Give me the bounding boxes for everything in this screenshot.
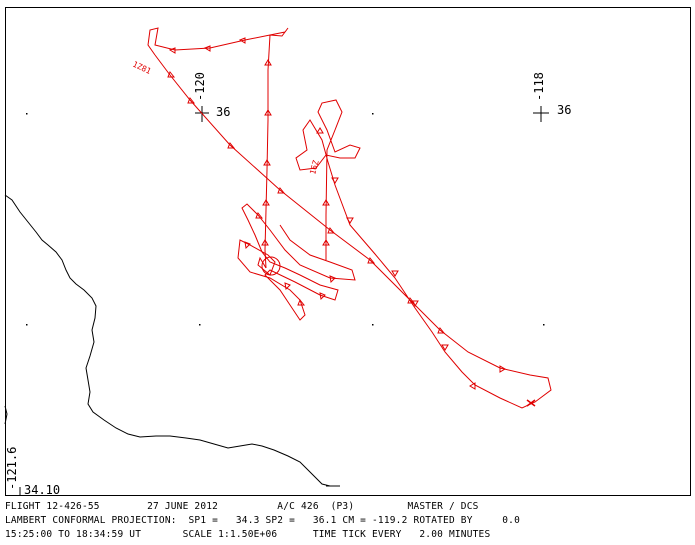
track-diagonal-leg: [154, 54, 552, 409]
flight-track: [147, 27, 552, 409]
lon-label-120: -120: [193, 72, 207, 101]
footer-time-info: 15:25:00 TO 18:34:59 UT SCALE 1:1.50E+06…: [5, 529, 491, 540]
grid-cross-118-36: [533, 106, 549, 122]
lon-label-118: -118: [532, 72, 546, 101]
track-end-marker: [526, 399, 536, 407]
track-lower-legs: [237, 203, 356, 321]
time-label-16z: 16Z: [308, 159, 320, 175]
track-16z-loops: [295, 99, 361, 260]
footer-flight-info: FLIGHT 12-426-55 27 JUNE 2012 A/C 426 (P…: [5, 501, 479, 512]
track-direction-ticks: [167, 37, 506, 390]
footer-projection-info: LAMBERT CONFORMAL PROJECTION: SP1 = 34.3…: [5, 515, 520, 526]
coastline: [4, 194, 340, 487]
coastline-spur: [4, 405, 8, 425]
grid-ticks: [26, 113, 545, 326]
track-upper-loop: [147, 27, 289, 269]
corner-lat-label: 34.10: [24, 483, 60, 497]
time-label-1z81: 1Z81: [131, 60, 152, 76]
track-loop-circle: [261, 256, 281, 276]
map-border: [5, 7, 691, 496]
lat-label-36-right: 36: [557, 103, 571, 117]
corner-lon-label: -121.6: [5, 447, 19, 490]
lat-label-36-left: 36: [216, 105, 230, 119]
